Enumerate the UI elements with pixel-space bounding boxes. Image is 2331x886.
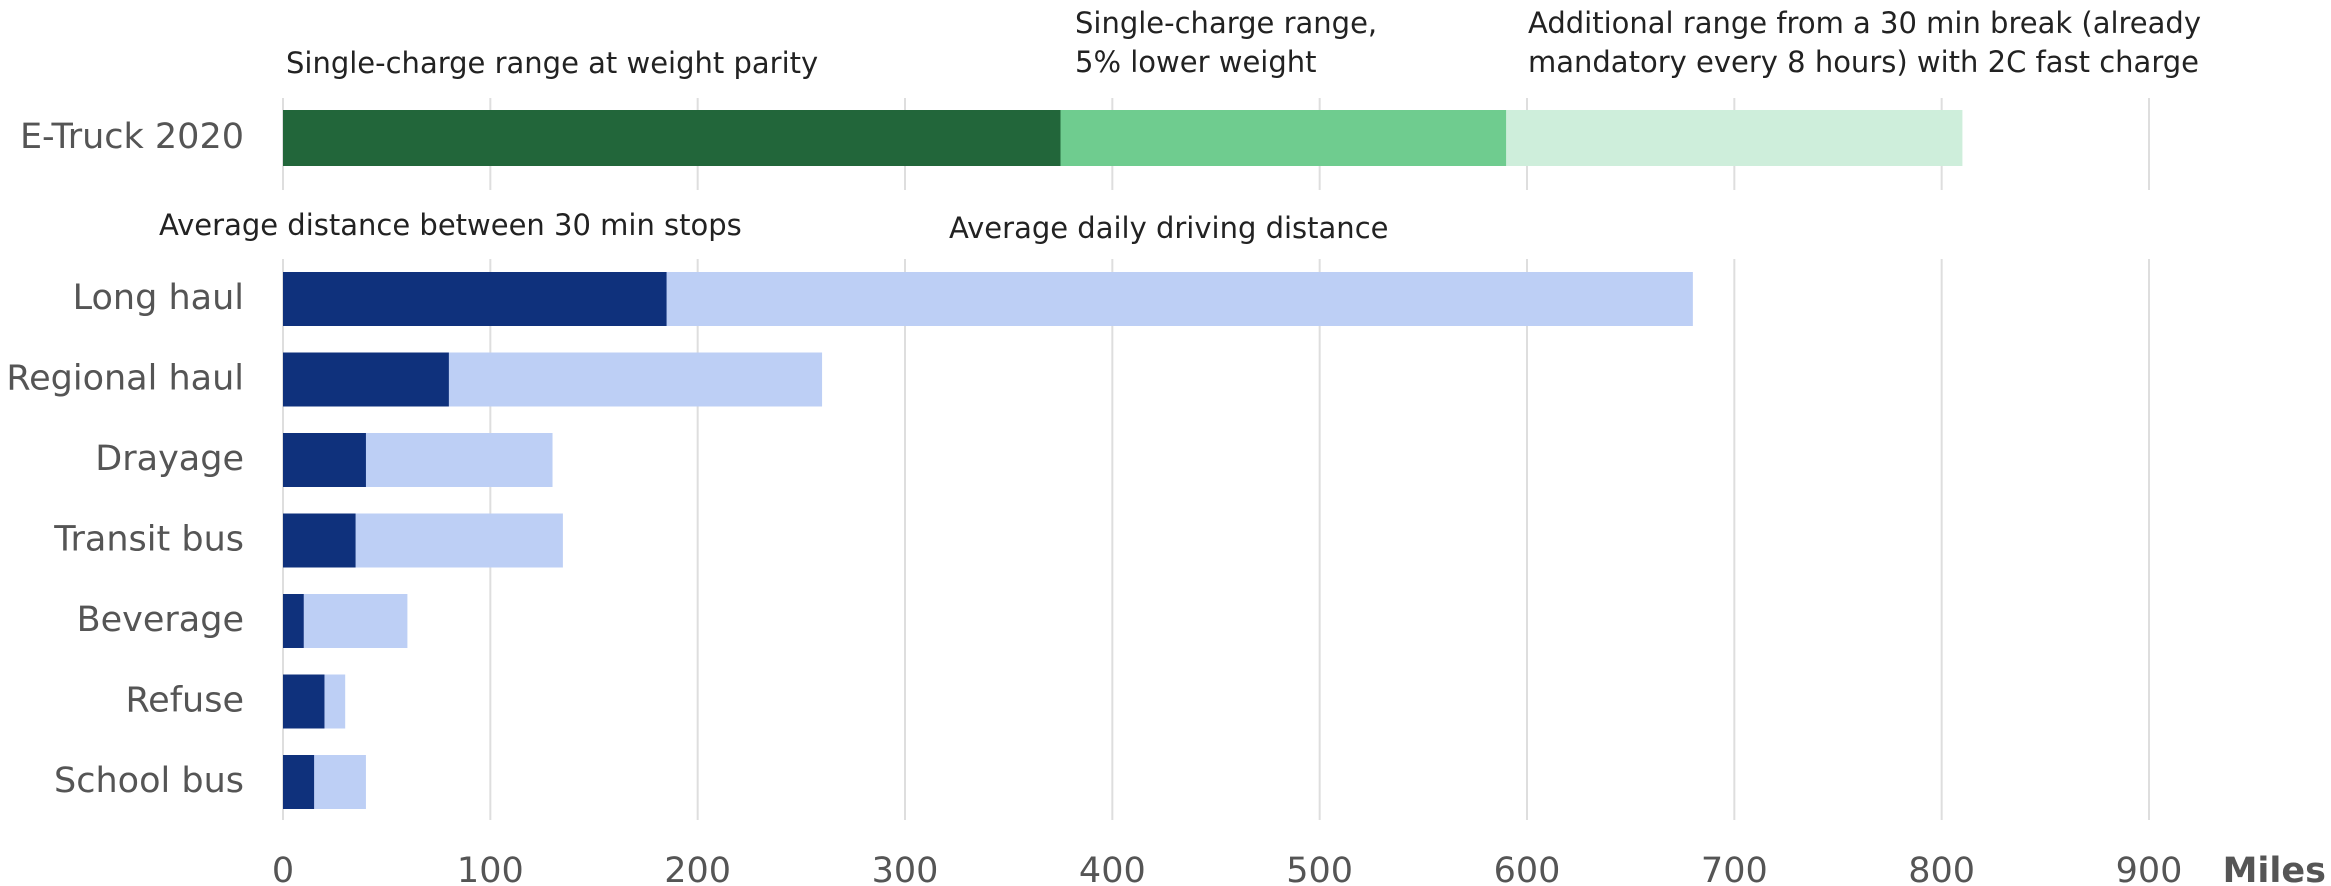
bar	[1506, 110, 1963, 166]
x-tick-label: 600	[1494, 851, 1561, 886]
series-annotation: Single-charge range, 5% lower weight	[1075, 6, 1378, 79]
bar	[283, 433, 366, 487]
x-tick-label: 500	[1286, 851, 1353, 886]
bar	[283, 755, 315, 809]
bar	[283, 110, 1061, 166]
bar	[283, 513, 356, 568]
category-label: E-Truck 2020	[20, 117, 244, 157]
x-tick-label: 300	[872, 851, 939, 886]
x-tick-label: 200	[664, 851, 731, 886]
bar	[283, 674, 325, 729]
x-tick-label: 800	[1908, 851, 1975, 886]
x-tick-label: 700	[1701, 851, 1768, 886]
x-tick-label: 100	[457, 851, 524, 886]
category-label: Long haul	[73, 278, 244, 318]
x-tick-label: 0	[272, 851, 294, 886]
category-label: Transit bus	[53, 520, 244, 560]
bar	[283, 352, 449, 407]
x-tick-label: 900	[2116, 851, 2183, 886]
series-annotation: Average daily driving distance	[949, 211, 1389, 245]
category-label: Regional haul	[6, 359, 244, 399]
x-axis-label: Miles	[2223, 851, 2326, 886]
bar	[283, 272, 667, 326]
bar	[283, 594, 304, 648]
series-annotation: Average distance between 30 min stops	[159, 208, 742, 242]
x-tick-label: 400	[1079, 851, 1146, 886]
category-label: Drayage	[95, 439, 244, 479]
series-annotation: Additional range from a 30 min break (al…	[1528, 6, 2201, 79]
category-label: School bus	[54, 761, 244, 801]
category-label: Refuse	[125, 681, 244, 721]
bar	[1060, 110, 1507, 166]
category-label: Beverage	[77, 600, 244, 640]
series-annotation: Single-charge range at weight parity	[286, 46, 819, 80]
